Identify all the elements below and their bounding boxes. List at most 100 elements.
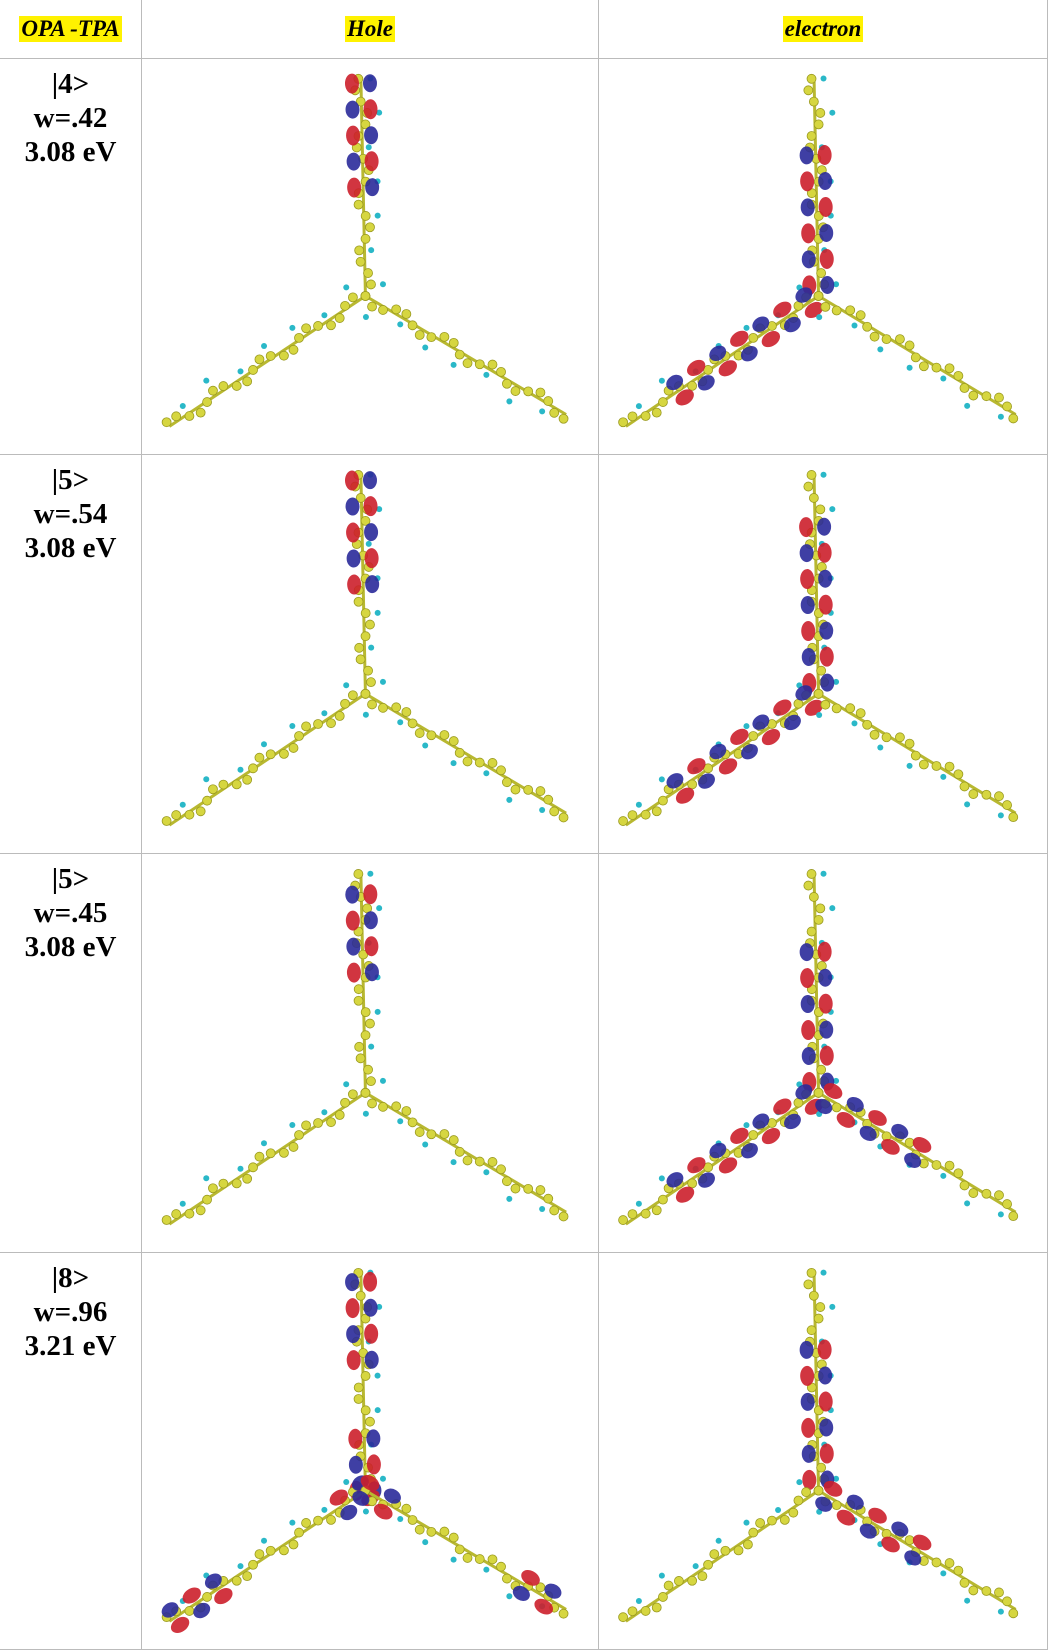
hole-cell <box>142 1253 599 1650</box>
atom <box>954 371 963 380</box>
orbital-lobe <box>802 1470 816 1490</box>
atom <box>361 609 370 618</box>
atom <box>289 1142 298 1151</box>
header-cell: electron <box>599 0 1048 59</box>
electron-cell <box>599 854 1048 1253</box>
state-label: |5> <box>0 463 141 497</box>
hydrogen <box>940 1173 946 1179</box>
atom <box>911 751 920 760</box>
atom <box>172 412 181 421</box>
atom <box>366 280 375 289</box>
atom <box>455 748 464 757</box>
atom <box>945 1161 954 1170</box>
atom <box>463 1156 472 1165</box>
molecule-image <box>599 1253 1047 1649</box>
hydrogen <box>451 362 457 368</box>
hydrogen <box>998 414 1004 420</box>
atom <box>846 704 855 713</box>
hydrogen <box>821 871 827 877</box>
hydrogen <box>261 1140 267 1146</box>
header-cell: OPA -TPA <box>0 0 142 59</box>
atom <box>502 778 511 787</box>
atom <box>185 1606 194 1615</box>
hydrogen <box>343 682 349 688</box>
atom <box>392 305 401 314</box>
atom <box>327 1515 336 1524</box>
atom <box>415 729 424 738</box>
orbital-lobe <box>801 1020 815 1040</box>
hydrogen <box>716 1538 722 1544</box>
atom <box>816 904 825 913</box>
atom <box>402 1106 411 1115</box>
atom <box>196 408 205 417</box>
atom <box>368 1099 377 1108</box>
atom <box>302 722 311 731</box>
orbital-lobe <box>801 621 815 641</box>
atom <box>734 1546 743 1555</box>
atom <box>488 1157 497 1166</box>
atom <box>544 1194 553 1203</box>
state-cell: |4>w=.423.08 eV <box>0 59 142 455</box>
hydrogen <box>422 743 428 749</box>
molecule-image <box>142 59 598 454</box>
hydrogen <box>363 1509 369 1515</box>
atom <box>524 785 533 794</box>
orbital-lobe <box>363 471 377 489</box>
atom <box>463 1553 472 1562</box>
hydrogen <box>964 1598 970 1604</box>
atom <box>279 749 288 758</box>
hydrogen <box>368 247 374 253</box>
atom <box>232 381 241 390</box>
atom <box>365 620 374 629</box>
atom <box>969 790 978 799</box>
atom <box>356 655 365 664</box>
molecule-image <box>599 455 1047 853</box>
atom <box>440 731 449 740</box>
atom <box>814 689 823 698</box>
atom <box>475 758 484 767</box>
state-label: w=.96 <box>0 1295 141 1329</box>
hydrogen <box>907 365 913 371</box>
atom <box>628 412 637 421</box>
orbital-lobe <box>363 74 377 92</box>
atom <box>802 1488 811 1497</box>
header-text: Hole <box>345 16 395 42</box>
atom <box>832 1501 841 1510</box>
orbital-lobe <box>695 770 718 792</box>
hydrogen <box>796 1479 802 1485</box>
atom <box>488 758 497 767</box>
atom <box>185 412 194 421</box>
atom <box>814 1314 823 1323</box>
atom <box>249 764 258 773</box>
hydrogen <box>693 1563 699 1569</box>
atom <box>279 1546 288 1555</box>
atom <box>1003 801 1012 810</box>
hydrogen <box>375 1407 381 1413</box>
state-label: 3.21 eV <box>0 1329 141 1363</box>
atom <box>945 364 954 373</box>
atom <box>1009 1609 1018 1618</box>
atom <box>794 1496 803 1505</box>
hydrogen <box>829 905 835 911</box>
atom <box>559 1212 568 1221</box>
atom <box>807 131 816 140</box>
atom <box>511 785 520 794</box>
orbital-lobe <box>695 1169 718 1191</box>
atom <box>960 782 969 791</box>
hydrogen <box>829 506 835 512</box>
atom <box>378 305 387 314</box>
orbital-lobe <box>820 647 834 667</box>
atom <box>355 246 364 255</box>
hydrogen <box>422 1142 428 1148</box>
atom <box>440 1130 449 1139</box>
atom <box>619 418 628 427</box>
atom <box>821 302 830 311</box>
atom <box>249 1163 258 1172</box>
atom <box>366 1077 375 1086</box>
atom <box>255 753 264 762</box>
state-cell: |8>w=.963.21 eV <box>0 1253 142 1650</box>
atom <box>816 505 825 514</box>
page: OPA -TPA Hole electron |4>w=.423.08 eV |5… <box>0 0 1050 1651</box>
hydrogen <box>659 378 665 384</box>
atom <box>378 703 387 712</box>
